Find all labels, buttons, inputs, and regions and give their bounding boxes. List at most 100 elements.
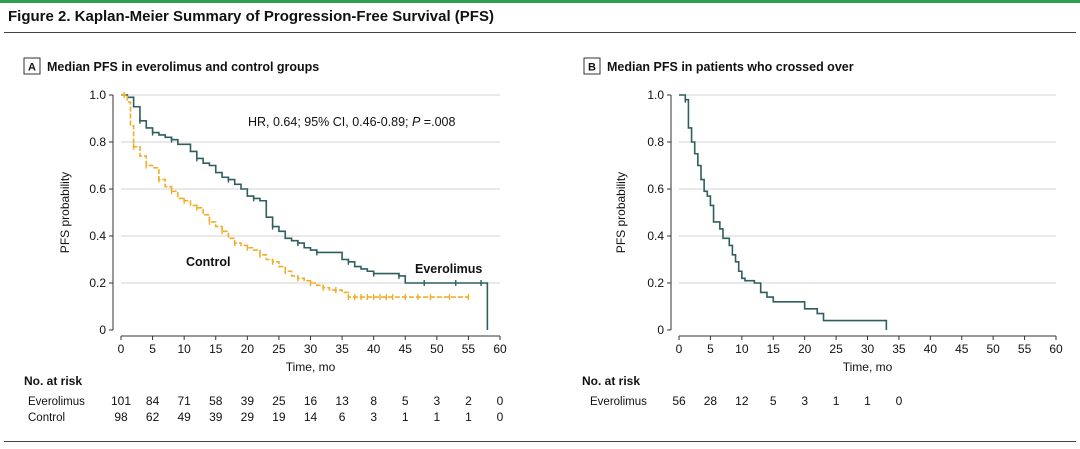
y-axis-label: PFS probability (614, 172, 628, 253)
header-accent-bar (0, 0, 1080, 3)
risk-value: 84 (146, 394, 160, 408)
x-tick-label: 0 (676, 342, 683, 356)
risk-row-label: Everolimus (590, 396, 647, 408)
risk-value: 13 (335, 394, 349, 408)
x-tick-label: 0 (118, 342, 125, 356)
panel-title: Median PFS in everolimus and control gro… (47, 60, 319, 74)
risk-value: 1 (833, 394, 840, 408)
risk-value: 98 (114, 410, 128, 424)
y-axis-label: PFS probability (58, 172, 72, 253)
risk-value: 3 (801, 394, 808, 408)
risk-value: 19 (272, 410, 286, 424)
x-tick-label: 10 (735, 342, 749, 356)
risk-value: 0 (497, 410, 504, 424)
series-label: Everolimus (415, 262, 482, 276)
y-tick-label: 0.4 (89, 229, 106, 243)
risk-value: 0 (896, 394, 903, 408)
risk-value: 3 (433, 394, 440, 408)
x-tick-label: 45 (955, 342, 969, 356)
x-tick-label: 30 (304, 342, 318, 356)
risk-value: 12 (735, 394, 749, 408)
x-tick-label: 40 (367, 342, 381, 356)
x-tick-label: 25 (829, 342, 843, 356)
x-tick-label: 40 (924, 342, 938, 356)
risk-table-header: No. at risk (24, 374, 82, 388)
panel-letter: B (588, 62, 596, 74)
x-tick-label: 25 (272, 342, 286, 356)
x-tick-label: 50 (986, 342, 1000, 356)
x-tick-label: 10 (177, 342, 191, 356)
risk-value: 5 (770, 394, 777, 408)
y-tick-label: 0.6 (89, 182, 106, 196)
risk-value: 1 (402, 410, 409, 424)
risk-value: 49 (177, 410, 191, 424)
risk-value: 62 (146, 410, 160, 424)
risk-value: 3 (370, 410, 377, 424)
risk-value: 2 (465, 394, 472, 408)
annotation-prefix: HR, 0.64; 95% CI, 0.46-0.89; (248, 115, 412, 129)
risk-value: 1 (864, 394, 871, 408)
x-tick-label: 60 (493, 342, 507, 356)
y-tick-label: 1.0 (647, 88, 664, 102)
series-label: Control (186, 255, 230, 269)
y-tick-label: 0.8 (89, 135, 106, 149)
risk-value: 56 (672, 394, 686, 408)
risk-row-label: Control (28, 412, 65, 424)
x-tick-label: 30 (861, 342, 875, 356)
risk-value: 101 (111, 394, 131, 408)
risk-table-header: No. at risk (582, 374, 640, 388)
x-tick-label: 35 (335, 342, 349, 356)
x-axis-label: Time, mo (843, 360, 893, 374)
annotation-suffix: =.008 (420, 115, 455, 129)
annotation-p-label: P (412, 115, 421, 129)
y-tick-label: 1.0 (89, 88, 106, 102)
risk-row-label: Everolimus (28, 396, 85, 408)
x-tick-label: 15 (767, 342, 781, 356)
y-tick-label: 0 (99, 323, 106, 337)
title-divider (4, 32, 1076, 33)
y-tick-label: 0 (657, 323, 664, 337)
panel-badge (23, 57, 41, 75)
risk-value: 16 (304, 394, 318, 408)
risk-value: 28 (704, 394, 718, 408)
risk-value: 39 (241, 394, 255, 408)
risk-value: 5 (402, 394, 409, 408)
figure-title: Figure 2. Kaplan-Meier Summary of Progre… (8, 8, 494, 25)
panel-badge (583, 57, 601, 75)
bottom-divider (4, 441, 1076, 442)
x-axis-label: Time, mo (286, 360, 336, 374)
km-curve-everolimus (121, 94, 489, 330)
x-tick-label: 5 (149, 342, 156, 356)
risk-value: 6 (339, 410, 346, 424)
risk-value: 39 (209, 410, 223, 424)
x-tick-label: 15 (209, 342, 223, 356)
risk-value: 8 (370, 394, 377, 408)
risk-value: 0 (497, 394, 504, 408)
x-tick-label: 20 (241, 342, 255, 356)
risk-value: 71 (177, 394, 191, 408)
risk-value: 14 (304, 410, 318, 424)
hazard-ratio-annotation: HR, 0.64; 95% CI, 0.46-0.89; P =.008 (248, 115, 455, 129)
y-tick-label: 0.2 (89, 276, 106, 290)
x-tick-label: 20 (798, 342, 812, 356)
x-tick-label: 35 (892, 342, 906, 356)
risk-value: 1 (433, 410, 440, 424)
panel-letter: A (28, 62, 36, 74)
panel-title: Median PFS in patients who crossed over (607, 60, 854, 74)
y-tick-label: 0.2 (647, 276, 664, 290)
x-tick-label: 60 (1049, 342, 1063, 356)
x-tick-label: 55 (1018, 342, 1032, 356)
km-curve-everolimus (679, 94, 888, 330)
risk-value: 29 (241, 410, 255, 424)
x-tick-label: 55 (462, 342, 476, 356)
x-tick-label: 45 (399, 342, 413, 356)
y-tick-label: 0.4 (647, 229, 664, 243)
risk-value: 58 (209, 394, 223, 408)
risk-value: 25 (272, 394, 286, 408)
risk-value: 1 (465, 410, 472, 424)
x-tick-label: 5 (707, 342, 714, 356)
y-tick-label: 0.6 (647, 182, 664, 196)
x-tick-label: 50 (430, 342, 444, 356)
y-tick-label: 0.8 (647, 135, 664, 149)
